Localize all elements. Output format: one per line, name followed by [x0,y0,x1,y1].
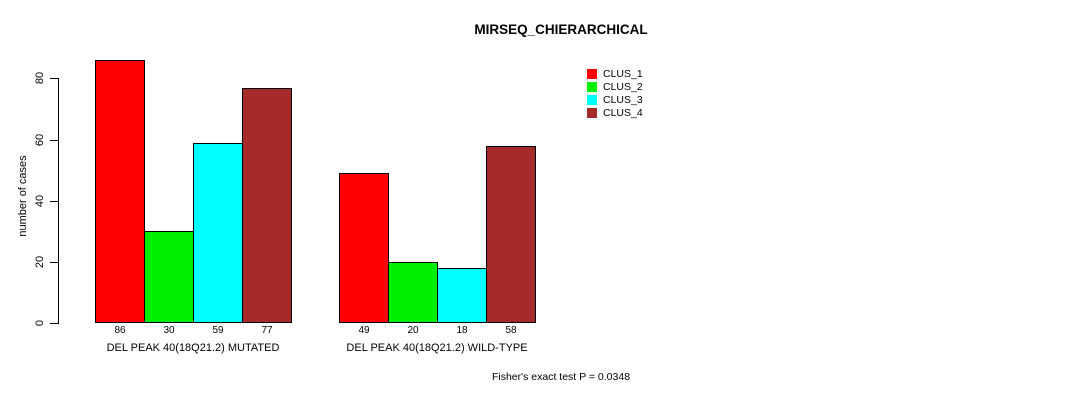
y-tick-label: 80 [34,72,46,85]
bar-value-label: 20 [407,325,419,336]
y-tick-label: 60 [34,133,46,146]
bar [339,173,389,323]
y-tick [50,261,58,263]
legend-label: CLUS_3 [603,93,643,106]
bar-value-label: 59 [212,325,224,336]
y-axis-title: number of cases [17,155,29,237]
bar-value-label: 18 [456,325,468,336]
y-tick [50,323,58,324]
bar-value-label: 58 [505,325,517,336]
bar-value-label: 30 [163,325,175,336]
bar [388,261,438,323]
bar-value-label: 49 [358,325,370,336]
legend-swatch [587,107,597,118]
y-tick-label: 0 [34,319,46,327]
group-label: DEL PEAK 40(18Q21.2) WILD-TYPE [346,342,528,354]
bar-value-label: 77 [261,325,273,336]
legend-row: CLUS_1 [587,67,643,80]
y-tick-label: 40 [34,194,46,207]
legend-row: CLUS_2 [587,80,643,93]
footnote-pvalue: Fisher's exact test P = 0.0348 [491,371,631,383]
legend-swatch [587,68,597,79]
bar [95,60,145,323]
y-tick [50,200,58,202]
legend: CLUS_1 CLUS_2 CLUS_3 CLUS_4 [587,67,643,119]
plot-title: MIRSEQ_CHIERARCHICAL [474,22,648,37]
legend-label: CLUS_2 [603,80,643,93]
legend-label: CLUS_4 [603,106,643,119]
bar-value-label: 86 [114,325,126,336]
legend-swatch [587,81,597,92]
bar [144,231,194,323]
bar [486,145,536,323]
group-label: DEL PEAK 40(18Q21.2) MUTATED [106,342,280,354]
bar [437,267,487,323]
y-tick [50,78,58,80]
bar [242,87,292,323]
legend-row: CLUS_3 [587,93,643,106]
y-tick-label: 20 [34,255,46,268]
y-axis-line [58,78,59,324]
legend-row: CLUS_4 [587,106,643,119]
bar [193,142,243,323]
legend-swatch [587,94,597,105]
legend-label: CLUS_1 [603,67,643,80]
y-tick [50,139,58,141]
